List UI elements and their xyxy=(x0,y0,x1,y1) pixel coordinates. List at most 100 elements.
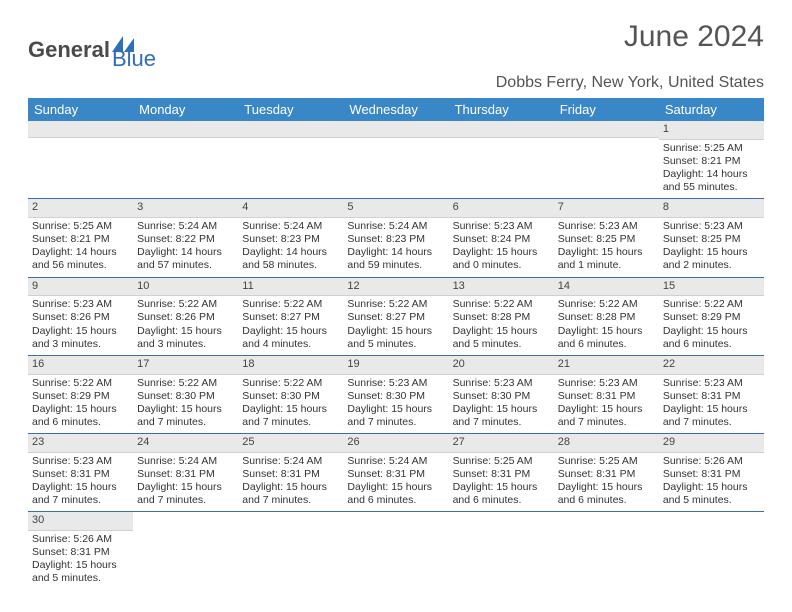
calendar-day-cell: 16Sunrise: 5:22 AMSunset: 8:29 PMDayligh… xyxy=(28,355,133,433)
calendar-day-cell: 27Sunrise: 5:25 AMSunset: 8:31 PMDayligh… xyxy=(449,434,554,512)
calendar-day-cell xyxy=(28,121,133,199)
day-number: 9 xyxy=(28,278,133,297)
day-number: 30 xyxy=(28,512,133,531)
calendar-day-cell: 4Sunrise: 5:24 AMSunset: 8:23 PMDaylight… xyxy=(238,199,343,277)
sunset-text: Sunset: 8:31 PM xyxy=(663,390,760,403)
day-details: Sunrise: 5:23 AMSunset: 8:31 PMDaylight:… xyxy=(554,375,659,434)
day-details: Sunrise: 5:23 AMSunset: 8:25 PMDaylight:… xyxy=(659,218,764,277)
sunset-text: Sunset: 8:31 PM xyxy=(347,468,444,481)
calendar-week-row: 16Sunrise: 5:22 AMSunset: 8:29 PMDayligh… xyxy=(28,355,764,433)
calendar-day-cell: 8Sunrise: 5:23 AMSunset: 8:25 PMDaylight… xyxy=(659,199,764,277)
calendar-day-cell xyxy=(133,121,238,199)
calendar-week-row: 23Sunrise: 5:23 AMSunset: 8:31 PMDayligh… xyxy=(28,434,764,512)
location-subtitle: Dobbs Ferry, New York, United States xyxy=(28,74,764,92)
sunset-text: Sunset: 8:30 PM xyxy=(242,390,339,403)
day-details: Sunrise: 5:22 AMSunset: 8:26 PMDaylight:… xyxy=(133,296,238,355)
calendar-day-cell: 19Sunrise: 5:23 AMSunset: 8:30 PMDayligh… xyxy=(343,355,448,433)
sunset-text: Sunset: 8:31 PM xyxy=(558,390,655,403)
sunset-text: Sunset: 8:30 PM xyxy=(347,390,444,403)
calendar-page: General Blue June 2024 Dobbs Ferry, New … xyxy=(0,0,792,610)
sunset-text: Sunset: 8:31 PM xyxy=(32,546,129,559)
day-number: 21 xyxy=(554,356,659,375)
sunrise-text: Sunrise: 5:23 AM xyxy=(347,377,444,390)
day-header: Monday xyxy=(133,98,238,121)
sunset-text: Sunset: 8:31 PM xyxy=(242,468,339,481)
sunrise-text: Sunrise: 5:23 AM xyxy=(558,220,655,233)
day-number: 19 xyxy=(343,356,448,375)
day-header: Tuesday xyxy=(238,98,343,121)
day-details: Sunrise: 5:22 AMSunset: 8:29 PMDaylight:… xyxy=(659,296,764,355)
logo-text-blue: Blue xyxy=(112,46,156,72)
day-details: Sunrise: 5:22 AMSunset: 8:28 PMDaylight:… xyxy=(554,296,659,355)
calendar-day-cell: 14Sunrise: 5:22 AMSunset: 8:28 PMDayligh… xyxy=(554,277,659,355)
sunrise-text: Sunrise: 5:26 AM xyxy=(32,533,129,546)
day-details: Sunrise: 5:22 AMSunset: 8:30 PMDaylight:… xyxy=(238,375,343,434)
empty-day-header xyxy=(554,121,659,138)
day-number: 5 xyxy=(343,199,448,218)
daylight-text: Daylight: 15 hours and 5 minutes. xyxy=(453,325,550,351)
day-details: Sunrise: 5:22 AMSunset: 8:30 PMDaylight:… xyxy=(133,375,238,434)
daylight-text: Daylight: 14 hours and 55 minutes. xyxy=(663,168,760,194)
sunrise-text: Sunrise: 5:22 AM xyxy=(453,298,550,311)
day-number: 20 xyxy=(449,356,554,375)
day-details: Sunrise: 5:23 AMSunset: 8:24 PMDaylight:… xyxy=(449,218,554,277)
daylight-text: Daylight: 15 hours and 7 minutes. xyxy=(137,403,234,429)
day-details: Sunrise: 5:22 AMSunset: 8:27 PMDaylight:… xyxy=(238,296,343,355)
daylight-text: Daylight: 15 hours and 6 minutes. xyxy=(32,403,129,429)
day-number: 1 xyxy=(659,121,764,140)
empty-day-header xyxy=(449,121,554,138)
day-number: 27 xyxy=(449,434,554,453)
daylight-text: Daylight: 15 hours and 7 minutes. xyxy=(663,403,760,429)
daylight-text: Daylight: 15 hours and 5 minutes. xyxy=(663,481,760,507)
empty-day-header xyxy=(28,121,133,138)
day-details: Sunrise: 5:24 AMSunset: 8:23 PMDaylight:… xyxy=(238,218,343,277)
day-number: 28 xyxy=(554,434,659,453)
sunset-text: Sunset: 8:31 PM xyxy=(137,468,234,481)
daylight-text: Daylight: 15 hours and 7 minutes. xyxy=(453,403,550,429)
calendar-day-cell: 12Sunrise: 5:22 AMSunset: 8:27 PMDayligh… xyxy=(343,277,448,355)
calendar-day-cell: 11Sunrise: 5:22 AMSunset: 8:27 PMDayligh… xyxy=(238,277,343,355)
sunrise-text: Sunrise: 5:22 AM xyxy=(347,298,444,311)
daylight-text: Daylight: 14 hours and 57 minutes. xyxy=(137,246,234,272)
sunrise-text: Sunrise: 5:23 AM xyxy=(32,298,129,311)
day-details: Sunrise: 5:23 AMSunset: 8:31 PMDaylight:… xyxy=(659,375,764,434)
daylight-text: Daylight: 15 hours and 6 minutes. xyxy=(558,325,655,351)
sunset-text: Sunset: 8:28 PM xyxy=(453,311,550,324)
calendar-day-cell: 17Sunrise: 5:22 AMSunset: 8:30 PMDayligh… xyxy=(133,355,238,433)
sunrise-text: Sunrise: 5:24 AM xyxy=(347,455,444,468)
sunrise-text: Sunrise: 5:22 AM xyxy=(137,377,234,390)
calendar-day-cell xyxy=(554,121,659,199)
day-number: 15 xyxy=(659,278,764,297)
sunset-text: Sunset: 8:24 PM xyxy=(453,233,550,246)
calendar-week-row: 2Sunrise: 5:25 AMSunset: 8:21 PMDaylight… xyxy=(28,199,764,277)
empty-day-header xyxy=(343,121,448,138)
daylight-text: Daylight: 14 hours and 56 minutes. xyxy=(32,246,129,272)
calendar-day-cell xyxy=(343,512,448,590)
calendar-day-cell: 9Sunrise: 5:23 AMSunset: 8:26 PMDaylight… xyxy=(28,277,133,355)
calendar-day-cell: 6Sunrise: 5:23 AMSunset: 8:24 PMDaylight… xyxy=(449,199,554,277)
daylight-text: Daylight: 15 hours and 4 minutes. xyxy=(242,325,339,351)
calendar-day-cell: 29Sunrise: 5:26 AMSunset: 8:31 PMDayligh… xyxy=(659,434,764,512)
day-details: Sunrise: 5:22 AMSunset: 8:27 PMDaylight:… xyxy=(343,296,448,355)
calendar-day-cell xyxy=(238,512,343,590)
day-details: Sunrise: 5:22 AMSunset: 8:29 PMDaylight:… xyxy=(28,375,133,434)
daylight-text: Daylight: 15 hours and 6 minutes. xyxy=(663,325,760,351)
day-header-row: Sunday Monday Tuesday Wednesday Thursday… xyxy=(28,98,764,121)
sunset-text: Sunset: 8:26 PM xyxy=(137,311,234,324)
calendar-day-cell: 25Sunrise: 5:24 AMSunset: 8:31 PMDayligh… xyxy=(238,434,343,512)
daylight-text: Daylight: 15 hours and 3 minutes. xyxy=(137,325,234,351)
daylight-text: Daylight: 15 hours and 3 minutes. xyxy=(32,325,129,351)
calendar-day-cell xyxy=(343,121,448,199)
sunrise-text: Sunrise: 5:23 AM xyxy=(32,455,129,468)
calendar-day-cell xyxy=(659,512,764,590)
day-details: Sunrise: 5:24 AMSunset: 8:31 PMDaylight:… xyxy=(343,453,448,512)
day-details: Sunrise: 5:26 AMSunset: 8:31 PMDaylight:… xyxy=(659,453,764,512)
day-details: Sunrise: 5:22 AMSunset: 8:28 PMDaylight:… xyxy=(449,296,554,355)
sunrise-text: Sunrise: 5:23 AM xyxy=(558,377,655,390)
sunrise-text: Sunrise: 5:22 AM xyxy=(242,377,339,390)
daylight-text: Daylight: 15 hours and 7 minutes. xyxy=(242,403,339,429)
sunrise-text: Sunrise: 5:22 AM xyxy=(558,298,655,311)
sunrise-text: Sunrise: 5:23 AM xyxy=(453,220,550,233)
logo-text-general: General xyxy=(28,37,110,63)
day-number: 10 xyxy=(133,278,238,297)
